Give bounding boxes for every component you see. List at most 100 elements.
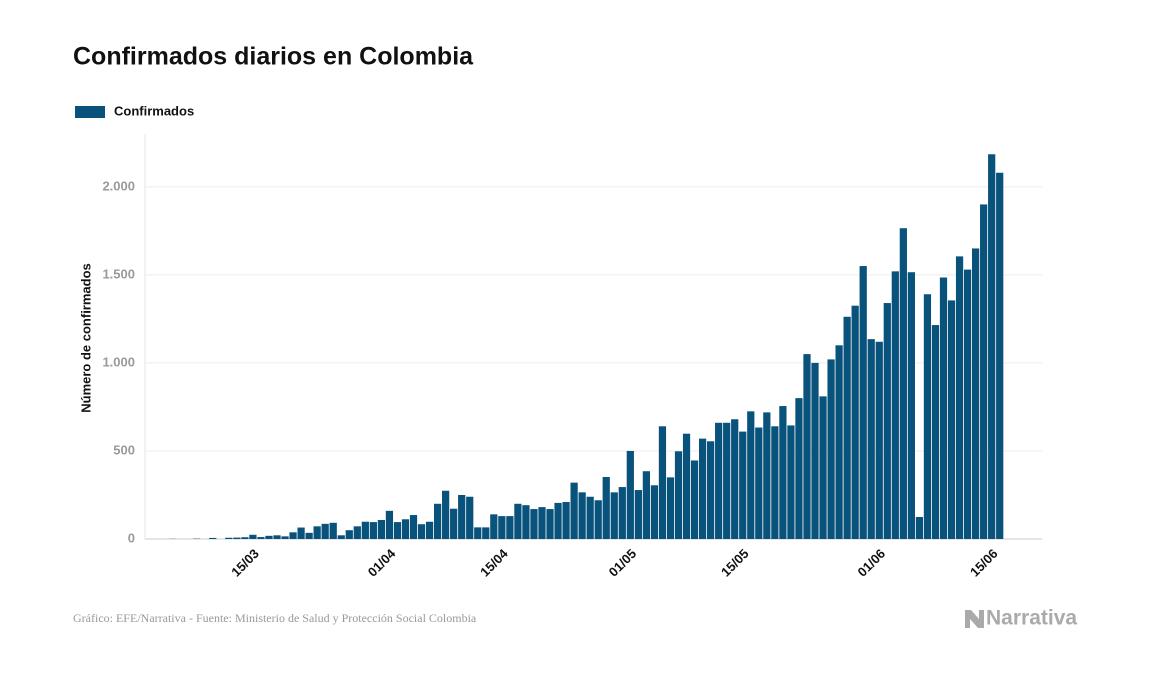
bar: [433, 503, 442, 539]
bar: [209, 537, 217, 539]
y-axis-label: Número de confirmados: [78, 263, 93, 413]
bar: [626, 450, 634, 539]
bar: [731, 419, 739, 539]
y-tick-label: 2.000: [102, 178, 135, 193]
bar: [795, 398, 803, 539]
bar: [377, 519, 386, 539]
bar: [859, 266, 867, 539]
bar: [474, 527, 482, 539]
logo-text: Narrativa: [986, 607, 1077, 630]
legend-swatch: [75, 106, 105, 118]
bar: [674, 451, 683, 539]
bar: [634, 490, 642, 539]
legend-label: Confirmados: [114, 103, 194, 118]
bar: [811, 362, 819, 539]
bar: [819, 396, 827, 539]
bar: [771, 426, 779, 539]
bar: [642, 471, 650, 539]
bar: [321, 523, 329, 539]
bar: [899, 228, 907, 539]
bar: [835, 345, 843, 539]
bar: [803, 354, 811, 539]
x-tick-label: 01/04: [365, 545, 399, 579]
bar: [739, 431, 747, 539]
bar: [610, 492, 618, 539]
bar: [586, 496, 594, 539]
bar: [851, 305, 859, 539]
bar: [345, 530, 353, 539]
bar: [602, 477, 610, 539]
bar: [570, 482, 578, 539]
y-tick-label: 1.000: [102, 354, 135, 369]
bar: [578, 492, 586, 539]
bar: [658, 426, 667, 539]
bar: [947, 300, 956, 539]
bar: [923, 294, 932, 539]
bar: [747, 411, 755, 539]
x-tick-label: 15/04: [477, 545, 511, 579]
bar: [393, 522, 402, 539]
bar: [972, 248, 980, 539]
bar: [305, 532, 313, 539]
bar: [530, 509, 538, 539]
bar: [891, 271, 899, 539]
bar: [618, 487, 626, 539]
bar: [915, 516, 924, 539]
bar: [409, 515, 418, 539]
bar: [666, 477, 675, 539]
bar: [843, 316, 851, 539]
bar: [369, 522, 377, 539]
bar: [682, 433, 691, 539]
bar: [482, 527, 490, 539]
bar: [955, 256, 964, 539]
bar: [425, 521, 434, 539]
bar: [297, 527, 305, 539]
bar: [417, 524, 426, 539]
y-tick-label: 0: [128, 530, 135, 545]
bar: [939, 277, 948, 539]
bar: [883, 303, 891, 539]
bar: [996, 172, 1004, 539]
bar: [506, 516, 514, 539]
x-tick-label: 15/03: [228, 546, 262, 580]
bar: [249, 534, 257, 539]
source: Gráfico: EFE/Narrativa - Fuente: Ministe…: [73, 611, 477, 625]
bar: [594, 500, 602, 539]
x-tick-label: 15/06: [967, 546, 1001, 580]
logo: Narrativa: [965, 607, 1077, 630]
bar: [522, 505, 530, 539]
bar: [931, 325, 940, 539]
logo-mark: [965, 610, 984, 628]
bar: [779, 406, 787, 539]
bar: [715, 422, 723, 539]
bar: [225, 537, 233, 539]
bar: [466, 496, 474, 539]
bar: [650, 485, 659, 539]
bar: [514, 503, 522, 539]
bar: [265, 535, 273, 539]
bar: [257, 537, 265, 539]
bar: [988, 154, 996, 539]
bar: [723, 422, 731, 539]
bar: [281, 536, 289, 539]
bar: [546, 509, 554, 539]
bar: [498, 516, 506, 539]
bar: [538, 507, 546, 539]
x-tick-label: 01/05: [606, 546, 640, 580]
bar: [755, 427, 763, 539]
bar: [787, 425, 795, 539]
y-tick-label: 500: [113, 442, 135, 457]
x-tick-label: 15/05: [718, 546, 752, 580]
bar: [690, 460, 699, 539]
bar: [273, 535, 281, 539]
bar: [875, 341, 883, 539]
bar: [458, 494, 466, 539]
bar: [907, 272, 915, 539]
bar: [490, 514, 498, 539]
bar: [827, 359, 835, 539]
bar: [353, 526, 361, 539]
bar: [867, 339, 875, 539]
bar: [763, 412, 771, 539]
